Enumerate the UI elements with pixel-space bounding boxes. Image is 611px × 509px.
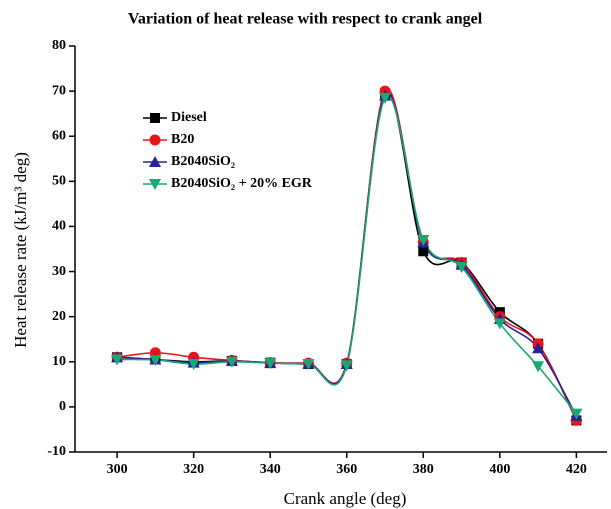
x-axis-label: Crank angle (deg) [284, 489, 407, 508]
x-tick-label: 400 [489, 462, 510, 477]
x-tick-label: 340 [260, 462, 281, 477]
x-tick-label: 320 [183, 462, 204, 477]
data-point [302, 359, 315, 371]
legend-marker [149, 134, 161, 146]
y-tick-label: 50 [52, 174, 66, 189]
y-tick-label: 30 [52, 264, 66, 279]
data-point [417, 234, 430, 246]
data-point [532, 361, 545, 373]
data-point [418, 246, 429, 257]
legend-label: Diesel [171, 110, 207, 125]
chart-title: Variation of heat release with respect t… [128, 11, 483, 28]
legend-marker [149, 156, 161, 167]
y-tick-label: 60 [52, 128, 66, 143]
y-tick-label: 80 [52, 38, 66, 53]
data-point [225, 356, 238, 368]
x-tick-label: 300 [107, 462, 128, 477]
legend-label: B2040SiO₂ + 20% EGR [171, 176, 313, 191]
data-point [149, 354, 162, 366]
data-point [455, 262, 468, 274]
x-tick-label: 360 [336, 462, 357, 477]
data-point [340, 360, 353, 372]
legend-marker [150, 113, 160, 123]
data-point [493, 318, 506, 330]
data-point [264, 358, 277, 370]
y-tick-label: 10 [52, 354, 66, 369]
x-tick-label: 380 [413, 462, 434, 477]
data-point [570, 408, 583, 420]
data-point [187, 359, 200, 371]
data-point [379, 92, 392, 104]
legend-label: B20 [171, 132, 194, 147]
legend-label: B2040SiO₂ [171, 154, 235, 169]
data-point [111, 354, 124, 366]
y-axis-label: Heat release rate (kJ/m³ deg) [11, 152, 30, 348]
y-tick-label: 70 [52, 83, 66, 98]
y-tick-label: 40 [52, 219, 66, 234]
series-line [117, 94, 578, 415]
data-point [532, 342, 545, 354]
y-tick-label: -10 [47, 444, 66, 459]
legend-marker [149, 179, 161, 190]
y-tick-label: 20 [52, 309, 66, 324]
y-tick-label: 0 [59, 399, 66, 414]
x-tick-label: 420 [566, 462, 587, 477]
